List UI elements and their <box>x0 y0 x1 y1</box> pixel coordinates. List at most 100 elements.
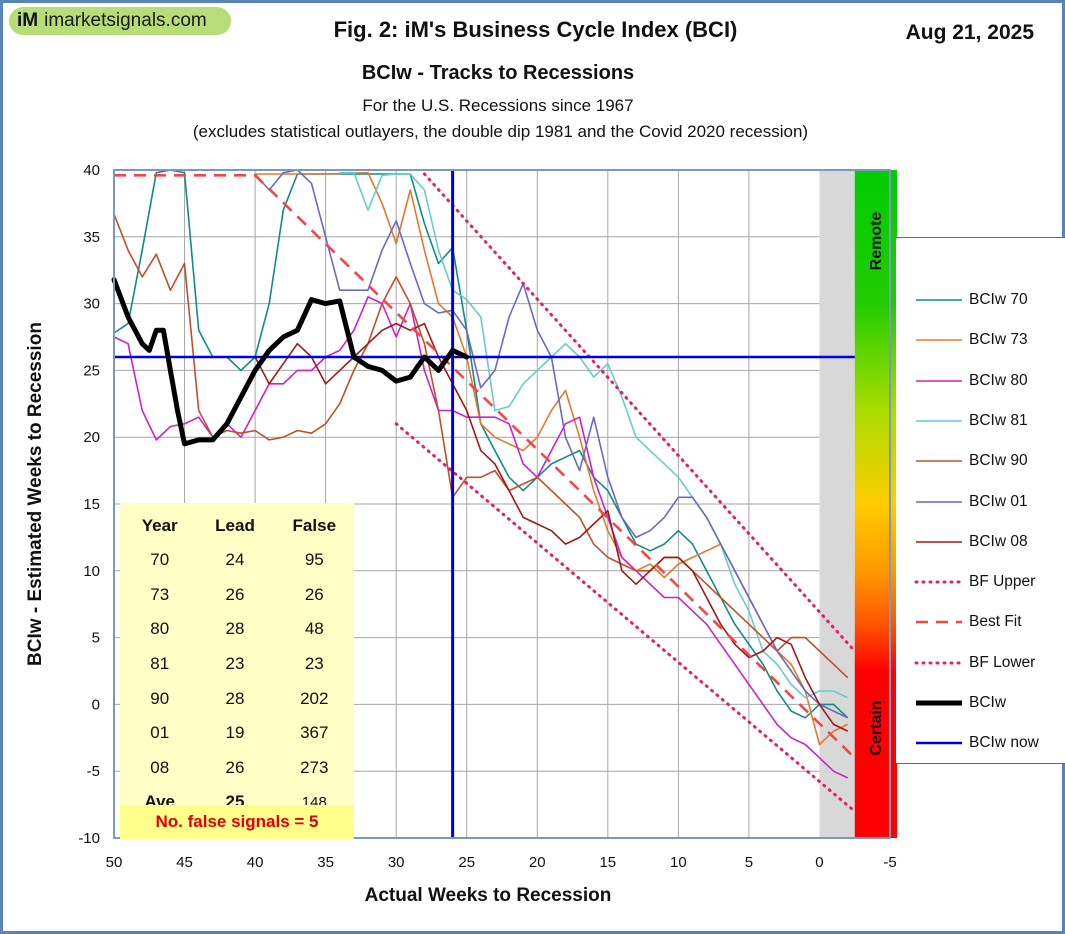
logo-text: imarketsignals.com <box>44 10 207 31</box>
y-axis-label: BCIw - Estimated Weeks to Recession <box>25 322 46 666</box>
stats-cell: 273 <box>300 757 329 777</box>
stats-cell: 28 <box>225 619 245 639</box>
legend-label: BCIw <box>969 694 1007 711</box>
legend-swatch <box>916 379 962 382</box>
figure-title: Fig. 2: iM's Business Cycle Index (BCI) <box>333 17 738 42</box>
y-tick-label: 20 <box>83 429 100 446</box>
stats-cell: 24 <box>225 550 245 570</box>
x-tick-label: 10 <box>670 854 687 871</box>
zone-label-certain: Certain <box>868 700 885 755</box>
stats-cell: 70 <box>150 550 170 570</box>
legend-label: BCIw now <box>969 734 1039 752</box>
stats-cell: 90 <box>150 688 170 708</box>
legend-swatch <box>916 299 962 301</box>
x-tick-label: -5 <box>883 854 896 871</box>
legend-label: BF Upper <box>969 573 1036 591</box>
y-tick-label: 5 <box>92 630 100 647</box>
legend-swatch <box>916 700 962 706</box>
x-tick-label: 15 <box>599 854 616 871</box>
stats-cell: 26 <box>225 584 245 604</box>
legend-swatch <box>916 621 962 624</box>
x-tick-label: 25 <box>458 854 475 871</box>
legend-label: Best Fit <box>969 613 1022 631</box>
x-tick-label: 20 <box>529 854 546 871</box>
stats-row: 80 28 48 <box>124 612 354 647</box>
stats-header-false: False <box>292 516 337 535</box>
y-tick-label: 35 <box>83 229 100 246</box>
stats-cell: 01 <box>150 723 170 743</box>
legend-label: BCIw 81 <box>969 411 1028 429</box>
stats-cell: 48 <box>304 619 324 639</box>
y-tick-label: -5 <box>87 763 100 780</box>
stats-cell: 367 <box>300 723 329 743</box>
logo-mark: iM <box>17 10 39 31</box>
stats-cell: 28 <box>225 688 245 708</box>
stats-header-year: Year <box>141 516 178 535</box>
x-tick-label: 0 <box>815 854 823 871</box>
chart-note-line1: For the U.S. Recessions since 1967 <box>362 96 634 115</box>
stats-cell: 80 <box>150 619 170 639</box>
gray-band <box>819 170 855 838</box>
zone-label-remote: Remote <box>868 212 885 271</box>
legend-label: BCIw 90 <box>969 452 1028 470</box>
legend-label: BCIw 73 <box>969 331 1028 349</box>
chart-note-line2: (excludes statistical outlayers, the dou… <box>192 122 809 141</box>
stats-cell: 81 <box>150 654 170 674</box>
stats-header-lead: Lead <box>215 516 255 535</box>
series-line-bf-lower <box>394 422 857 813</box>
stats-row: 81 23 23 <box>124 647 354 682</box>
stats-row: 70 24 95 <box>124 543 354 578</box>
legend-label: BCIw 08 <box>969 532 1028 550</box>
legend: BCIw 70 BCIw 73 BCIw 80 BCIw 81 BCIw 90 BCIw … <box>896 237 1065 764</box>
legend-label: BF Lower <box>969 653 1036 671</box>
stats-cell: 202 <box>300 688 329 708</box>
legend-swatch <box>916 339 962 342</box>
stats-row: 90 28 202 <box>124 681 354 716</box>
x-tick-label: 40 <box>247 854 264 871</box>
y-tick-label: -10 <box>78 830 100 847</box>
y-tick-label: 30 <box>83 296 100 313</box>
stats-row: 73 26 26 <box>124 578 354 613</box>
stats-header-row: Year Lead False <box>124 509 354 543</box>
stats-row: 01 19 367 <box>124 716 354 751</box>
legend-swatch <box>914 661 964 665</box>
x-tick-label: 30 <box>388 854 405 871</box>
y-tick-label: 10 <box>83 563 100 580</box>
stats-cell: 73 <box>150 584 170 604</box>
legend-swatch <box>914 580 964 584</box>
stats-table: Year Lead False 70 24 95 73 26 26 80 28 … <box>124 509 354 820</box>
stats-cell: 95 <box>304 550 324 570</box>
stats-row: 08 26 273 <box>124 751 354 786</box>
series-line-bf-upper <box>422 172 857 653</box>
y-tick-label: 25 <box>83 362 100 379</box>
x-tick-label: 45 <box>176 854 193 871</box>
figure-date: Aug 21, 2025 <box>905 21 1034 44</box>
legend-swatch <box>916 540 962 543</box>
legend-label: BCIw 70 <box>969 291 1028 308</box>
y-tick-label: 0 <box>92 696 100 713</box>
x-tick-label: 35 <box>317 854 334 871</box>
series-line-bciw <box>111 277 470 447</box>
stats-cell: 08 <box>150 757 170 777</box>
series-line-bciw-90 <box>113 213 849 679</box>
x-tick-label: 50 <box>106 854 123 871</box>
stats-cell: 26 <box>304 584 324 604</box>
plot-border <box>113 169 891 839</box>
legend-swatch <box>916 460 962 462</box>
stats-cell: 23 <box>304 654 324 674</box>
x-tick-label: 5 <box>745 854 753 871</box>
y-tick-label: 40 <box>83 162 100 179</box>
x-axis-label: Actual Weeks to Recession <box>365 885 612 906</box>
logo[interactable]: iM imarketsignals.com <box>9 7 231 35</box>
legend-swatch <box>916 420 962 422</box>
series-line-best-fit <box>114 174 856 759</box>
stats-table-box: Year Lead False 70 24 95 73 26 26 80 28 … <box>120 503 354 839</box>
stats-cell: 19 <box>225 723 245 743</box>
false-signals-note: No. false signals = 5 <box>120 805 354 839</box>
stats-cell: 26 <box>225 757 245 777</box>
chart-subtitle: BCIw - Tracks to Recessions <box>361 62 635 84</box>
legend-swatch <box>916 500 962 503</box>
legend-label: BCIw 80 <box>969 371 1028 389</box>
y-tick-label: 15 <box>83 496 100 513</box>
